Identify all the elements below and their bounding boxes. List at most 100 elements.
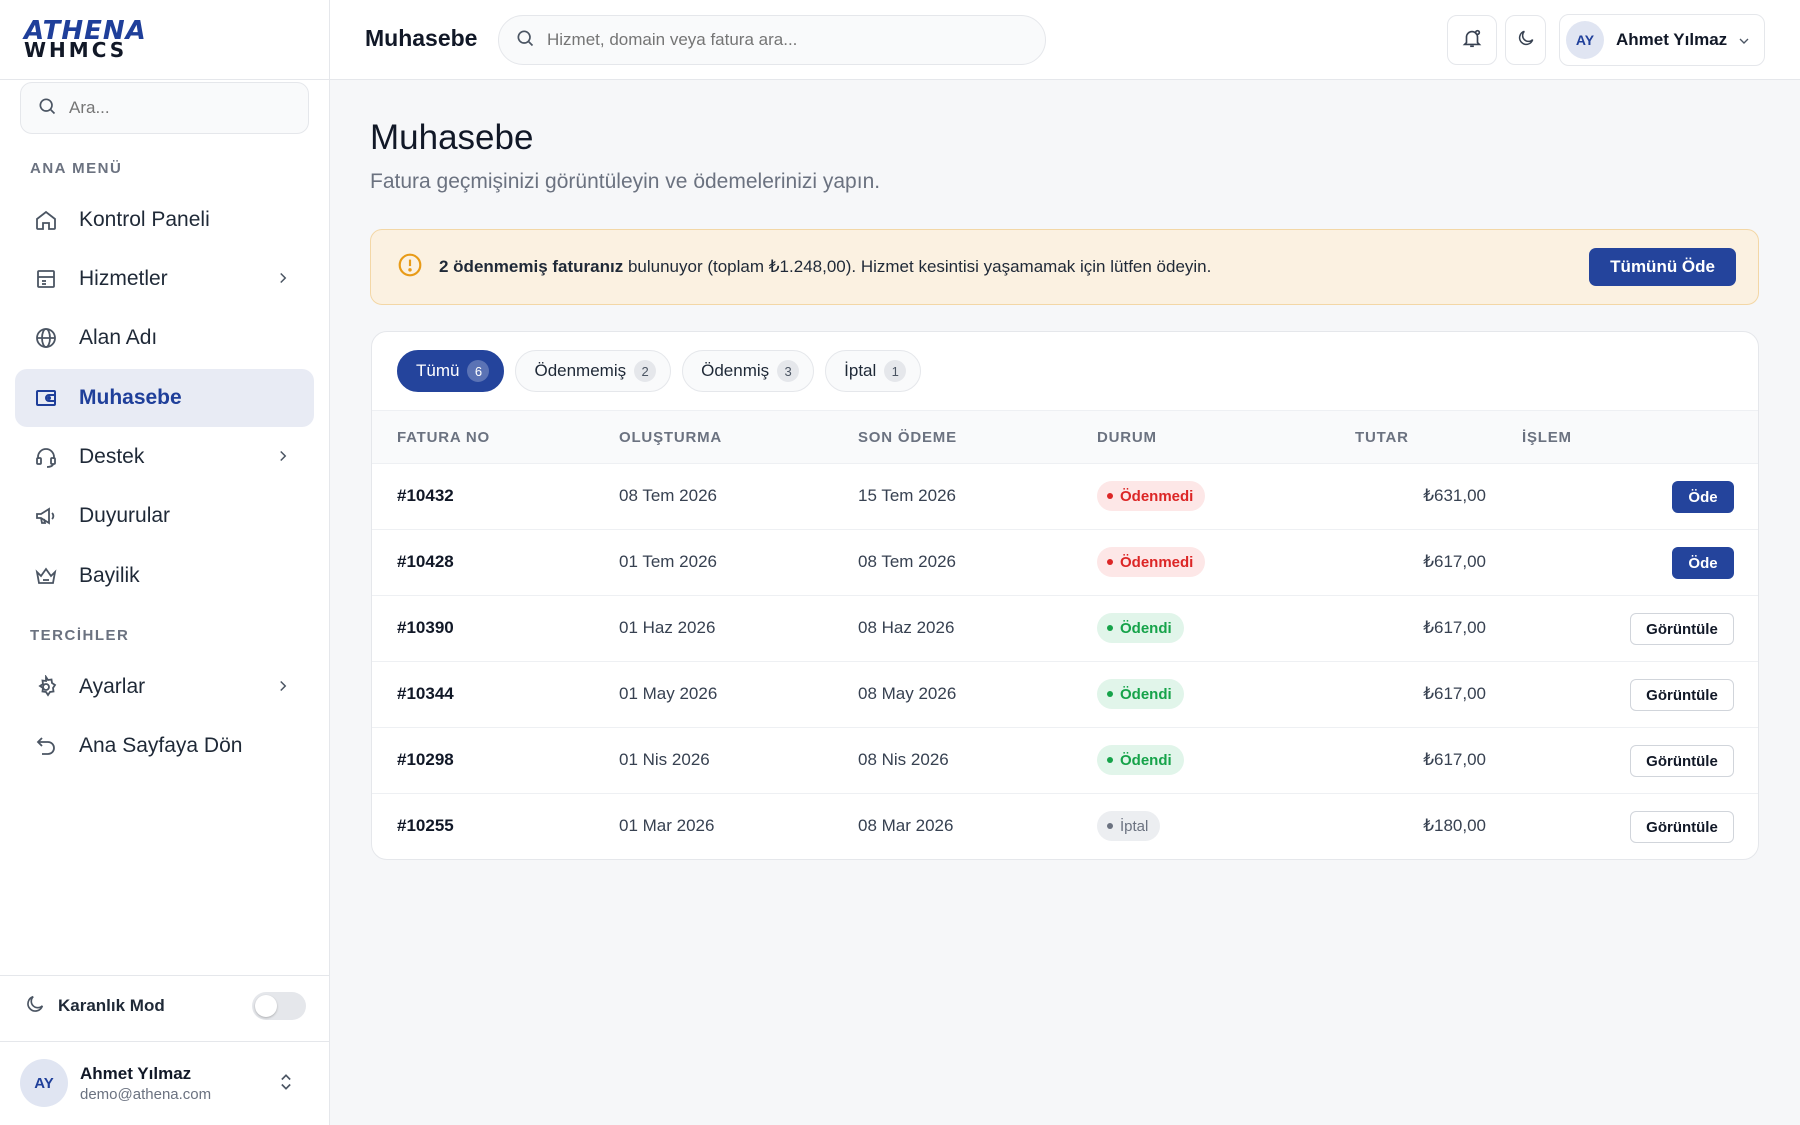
amount: ₺631,00 [1423,486,1486,505]
tab-paid[interactable]: Ödenmiş 3 [682,350,815,392]
created-date: 01 May 2026 [619,684,718,703]
chevron-right-icon [274,677,292,700]
amount: ₺180,00 [1423,816,1486,835]
topbar: Muhasebe AY Ahmet Yılmaz [330,0,1800,80]
status-label: Ödendi [1120,619,1172,637]
page-subtitle: Fatura geçmişinizi görüntüleyin ve ödeme… [370,170,881,193]
home-icon [33,207,59,233]
sidebar-item-accounting[interactable]: Muhasebe [15,369,314,427]
sidebar-divider [0,975,330,976]
status-dot [1107,493,1113,499]
user-menu[interactable]: AY Ahmet Yılmaz [1559,14,1765,66]
chevron-updown-icon [276,1072,296,1097]
logo-line-1: ATHENA [24,15,147,46]
sidebar-item-home-return[interactable]: Ana Sayfaya Dön [15,717,314,775]
wallet-icon [33,385,59,411]
tab-count: 2 [634,360,657,382]
sidebar-item-settings[interactable]: Ayarlar [15,658,314,716]
tab-cancelled[interactable]: İptal 1 [825,350,922,392]
view-button[interactable]: Görüntüle [1630,745,1734,777]
section-prefs-label: TERCİHLER [30,627,130,644]
sidebar-item-dashboard[interactable]: Kontrol Paneli [15,191,314,249]
unpaid-alert: 2 ödenmemiş faturanız bulunuyor (toplam … [370,229,1759,305]
table-row: #10344 01 May 2026 08 May 2026 Ödendi ₺6… [372,662,1758,728]
amount: ₺617,00 [1423,618,1486,637]
page-title: Muhasebe [370,118,534,157]
tab-count: 3 [777,360,800,382]
sidebar-user-card[interactable]: AY Ahmet Yılmaz demo@athena.com [20,1058,310,1108]
invoice-number[interactable]: #10432 [397,486,454,505]
topbar-title: Muhasebe [365,25,478,51]
invoice-number[interactable]: #10298 [397,750,454,769]
undo-icon [33,733,59,759]
invoice-number[interactable]: #10344 [397,684,454,703]
created-date: 01 Mar 2026 [619,816,715,835]
amount: ₺617,00 [1423,684,1486,703]
sidebar: ATHENA WHMCS ANA MENÜ Kontrol Paneli Hiz… [0,0,330,1125]
due-date: 15 Tem 2026 [858,486,956,505]
table-row: #10432 08 Tem 2026 15 Tem 2026 Ödenmedi … [372,464,1758,530]
tab-all[interactable]: Tümü 6 [397,350,505,392]
status-label: Ödenmedi [1120,553,1194,571]
view-button[interactable]: Görüntüle [1630,613,1734,645]
sidebar-item-domain[interactable]: Alan Adı [15,309,314,367]
sidebar-item-label: Alan Adı [79,326,158,349]
sidebar-item-label: Ana Sayfaya Dön [79,734,243,757]
pay-button[interactable]: Öde [1672,481,1734,513]
warning-icon [397,252,423,283]
chevron-down-icon [1736,33,1752,54]
gear-icon [33,674,59,700]
sidebar-item-label: Hizmetler [79,267,168,290]
tab-count: 1 [884,360,907,382]
sidebar-item-label: Ayarlar [79,675,146,698]
amount: ₺617,00 [1423,750,1486,769]
brand-logo[interactable]: ATHENA WHMCS [0,0,329,80]
chevron-right-icon [274,447,292,470]
global-search-input[interactable] [547,30,1027,50]
table-row: #10298 01 Nis 2026 08 Nis 2026 Ödendi ₺6… [372,728,1758,794]
sidebar-item-support[interactable]: Destek [15,428,314,486]
sidebar-search-input[interactable] [69,98,289,118]
notifications-button[interactable] [1447,15,1497,65]
alert-body: bulunuyor (toplam ₺1.248,00). Hizmet kes… [623,257,1212,276]
user-name: Ahmet Yılmaz [80,1063,192,1083]
sidebar-item-announcements[interactable]: Duyurular [15,487,314,545]
table-header: FATURA NO OLUŞTURMA SON ÖDEME DURUM TUTA… [372,410,1758,464]
status-badge: Ödenmedi [1097,481,1206,511]
status-dot [1107,757,1113,763]
sidebar-item-services[interactable]: Hizmetler [15,250,314,308]
created-date: 01 Haz 2026 [619,618,716,637]
sidebar-item-reseller[interactable]: Bayilik [15,547,314,605]
user-email: demo@athena.com [80,1085,212,1103]
tab-count: 6 [467,360,490,382]
chevron-right-icon [274,269,292,292]
search-icon [515,28,535,53]
dark-mode-toggle[interactable] [252,992,306,1020]
invoice-number[interactable]: #10428 [397,552,454,571]
status-label: Ödenmedi [1120,487,1194,505]
tab-unpaid[interactable]: Ödenmemiş 2 [515,350,672,392]
view-button[interactable]: Görüntüle [1630,679,1734,711]
table-row: #10255 01 Mar 2026 08 Mar 2026 İptal ₺18… [372,794,1758,859]
services-icon [33,266,59,292]
theme-toggle-button[interactable] [1505,15,1546,65]
status-label: İptal [1120,817,1149,835]
sidebar-item-label: Kontrol Paneli [79,208,210,231]
sidebar-item-label: Destek [79,445,145,468]
pay-button[interactable]: Öde [1672,547,1734,579]
invoice-number[interactable]: #10390 [397,618,454,637]
alert-bold: 2 ödenmemiş faturanız [439,257,624,276]
global-search [498,15,1046,65]
column-header: FATURA NO [397,429,491,446]
due-date: 08 Haz 2026 [858,618,955,637]
filter-tabs: Tümü 6 Ödenmemiş 2 Ödenmiş 3 İptal 1 [397,350,922,392]
amount: ₺617,00 [1423,552,1486,571]
sidebar-item-label: Muhasebe [79,386,182,409]
view-button[interactable]: Görüntüle [1630,811,1734,843]
dark-mode-label: Karanlık Mod [58,996,165,1015]
invoice-number[interactable]: #10255 [397,816,454,835]
avatar: AY [1566,21,1604,59]
pay-all-button[interactable]: Tümünü Öde [1589,248,1736,286]
column-header: İŞLEM [1522,429,1572,446]
invoices-card: Tümü 6 Ödenmemiş 2 Ödenmiş 3 İptal 1 FATURA … [371,331,1759,860]
